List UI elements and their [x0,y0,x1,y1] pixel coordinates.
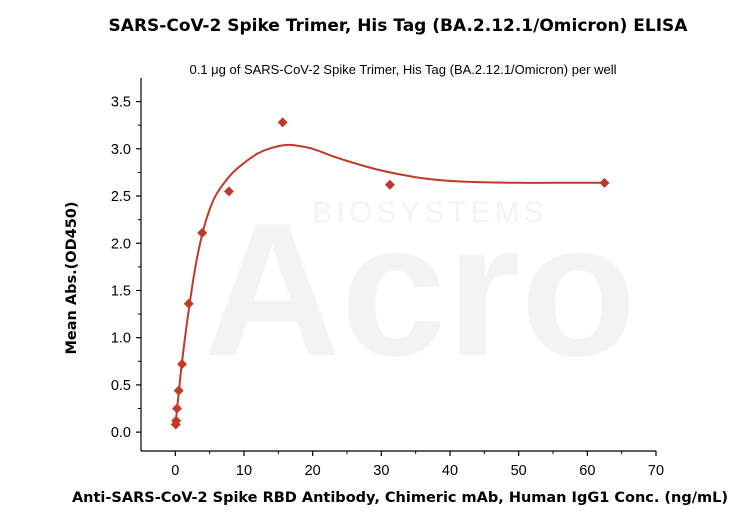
y-tick-label: 2.5 [111,189,131,205]
x-tick-label: 10 [236,463,252,479]
x-tick-label: 20 [305,463,321,479]
data-point [171,415,182,426]
x-tick-label: 60 [579,463,595,479]
watermark-biosystems: BIOSYSTEMS [312,196,547,229]
y-tick-label: 0.5 [111,378,131,394]
y-axis-label: Mean Abs.(OD450) [64,201,80,354]
y-tick-label: 3.5 [111,95,131,111]
data-point [172,403,183,414]
watermark: BIOSYSTEMS Acro [204,184,637,396]
y-tick-label: 1.5 [111,283,131,299]
x-tick-label: 0 [171,463,179,479]
data-point [173,385,184,396]
data-point [177,359,188,370]
y-tick-label: 3.0 [111,142,131,158]
y-tick-label: 1.0 [111,331,131,347]
y-tick-label: 2.0 [111,236,131,252]
y-axis-ticks: 0.0 0.5 1.0 1.5 2.0 2.5 3.0 3.5 [111,95,141,441]
fit-curve [174,143,605,427]
data-point [277,117,288,128]
x-tick-label: 70 [648,463,664,479]
data-point [384,179,395,190]
data-point [197,227,208,238]
data-points [170,117,610,430]
data-point [223,186,234,197]
axes [140,78,656,452]
chart-subtitle: 0.1 μg of SARS-CoV-2 Spike Trimer, His T… [189,62,616,77]
watermark-logo: Acro [204,184,637,396]
x-axis-ticks: 0 10 20 30 40 50 60 70 [171,451,664,479]
x-tick-label: 40 [442,463,458,479]
data-point [599,177,610,188]
x-tick-label: 30 [373,463,389,479]
x-axis-label: Anti-SARS-CoV-2 Spike RBD Antibody, Chim… [72,490,728,506]
data-point [183,298,194,309]
x-tick-label: 50 [511,463,527,479]
chart-title: SARS-CoV-2 Spike Trimer, His Tag (BA.2.1… [109,16,689,36]
y-tick-label: 0.0 [111,425,131,441]
